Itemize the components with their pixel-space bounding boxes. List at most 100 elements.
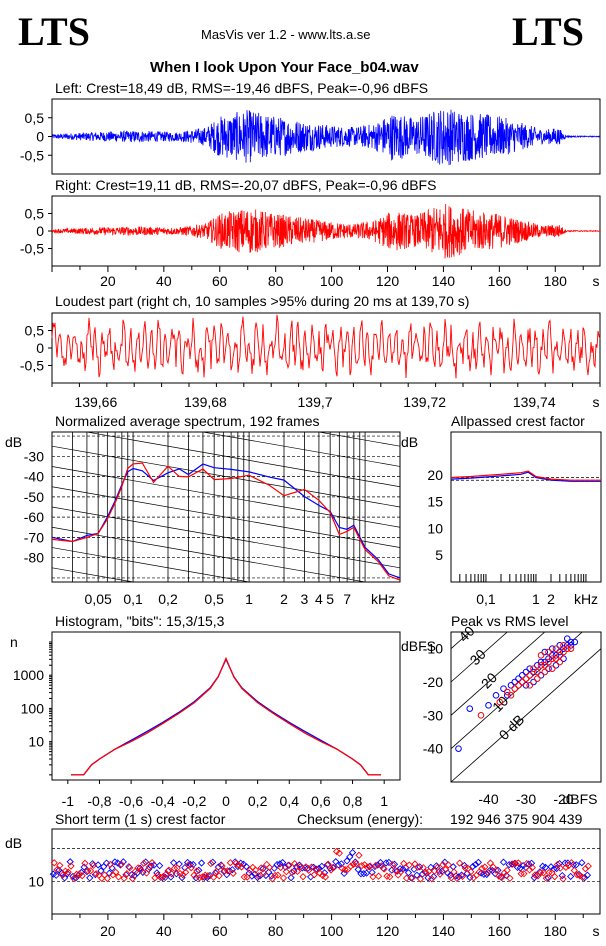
short-term-crest-xtick-label: 120 [376,923,400,939]
spectrum-ytick-label: -30 [24,448,44,464]
peak-vs-rms-frame [450,631,602,783]
loudest-part-xtick-label: 139,7 [298,394,333,410]
peak-vs-rms-ytick-label: -40 [423,741,443,757]
histogram-series-left [71,657,381,776]
waveform-right-ytick-label: 0 [36,223,44,239]
waveform-left-ytick-label: -0,5 [20,147,44,163]
spectrum-series-right [52,462,400,581]
short-term-crest-ytick-label: 10 [28,873,44,889]
peak-vs-rms-ytick-label: -30 [423,707,443,723]
file-name: When I look Upon Your Face_b04.wav [150,59,419,76]
spectrum-ytick-label: -50 [24,489,44,505]
logo-right: LTS [512,9,584,54]
peak-vs-rms-ylabel: dBFS [401,638,436,654]
short-term-crest-xtick-label: 180 [544,923,568,939]
histogram-ylabel: n [10,634,18,650]
waveform-xtick-label: 40 [156,273,172,289]
peak-vs-rms-xtick-label: -40 [478,791,498,807]
waveform-xtick-label: 60 [212,273,228,289]
crest-factor-ytick-label: 10 [427,520,443,536]
crest-factor-xtick-label: 1 [532,591,540,607]
waveform-right-ytick-label: -0,5 [20,241,44,257]
peak-vs-rms-series-right [477,642,575,719]
loudest-part-ytick-label: -0,5 [20,358,44,374]
loudest-part-xtick-label: 139,68 [184,394,227,410]
loudest-part-title: Loudest part (right ch, 10 samples >95% … [55,293,470,309]
short-term-crest-series-left [49,848,592,882]
histogram-xtick-label: 0,2 [248,793,268,809]
spectrum-xtick-label: 5 [326,591,334,607]
spectrum-xtick-label: 0,1 [123,591,143,607]
spectrum-xtick-label: 0,2 [158,591,178,607]
spectrum-ytick-label: -70 [24,529,44,545]
short-term-crest-series-right [50,847,592,883]
loudest-part-ytick-label: 0 [36,340,44,356]
spectrum-frame [51,431,401,583]
logo-left: LTS [18,9,90,54]
spectrum-ylabel: dB [5,434,22,450]
waveform-xtick-label: 160 [488,273,512,289]
crest-factor-frame [450,431,602,583]
app-title: MasVis ver 1.2 - www.lts.a.se [201,27,371,42]
spectrum-xtick-label: 0,05 [85,591,112,607]
waveform-right-series [51,204,601,259]
histogram-xtick-label: 1 [380,793,388,809]
crest-factor-title: Allpassed crest factor [451,413,585,429]
histogram-series-right [71,656,381,776]
histogram-xtick-label: -0,4 [151,793,175,809]
crest-factor-ylabel: dB [401,434,418,450]
peak-vs-rms-ytick-label: -20 [423,674,443,690]
short-term-crest-xtick-label: 160 [488,923,512,939]
spectrum-xtick-label: 4 [315,591,323,607]
short-term-crest-ylabel: dB [5,835,22,851]
waveform-xtick-label: 180 [544,273,568,289]
histogram-xtick-label: 0,8 [343,793,363,809]
loudest-part-series [51,314,601,379]
histogram-ytick-label: 100 [21,700,45,716]
peak-vs-rms-ytick-label: -10 [423,641,443,657]
spectrum-xtick-label: 3 [301,591,309,607]
spectrum-grid [52,432,400,582]
waveform-left-title: Left: Crest=18,49 dB, RMS=-19,46 dBFS, P… [55,80,429,96]
histogram-title: Histogram, "bits": 15,3/15,3 [55,613,225,629]
crest-factor-ytick-label: 5 [435,547,443,563]
peak-vs-rms-xtick-label: -20 [553,791,573,807]
waveform-right-ytick-label: 0,5 [25,206,45,222]
loudest-part-xtick-label: 139,66 [74,394,117,410]
waveform-xtick-label: 80 [268,273,284,289]
loudest-part-frame [51,312,601,384]
short-term-crest-xtick-label: 100 [320,923,344,939]
crest-factor-series-left [450,471,601,482]
histogram-ytick-label: 1000 [13,667,44,683]
waveform-xtick-label: 100 [320,273,344,289]
loudest-part-ytick-label: 0,5 [25,323,45,339]
checksum-label: Checksum (energy): [297,811,424,827]
crest-factor-ytick-label: 15 [427,494,443,510]
crest-factor-xtick-label: 0,1 [476,591,496,607]
waveform-xtick-label: 140 [432,273,456,289]
crest-factor-series-right [450,470,601,481]
spectrum-xtick-label: 7 [343,591,351,607]
histogram-xtick-label: -0,8 [87,793,111,809]
short-term-crest-xtick-label: 40 [156,923,172,939]
waveform-xtick-label: 120 [376,273,400,289]
waveform-right-title: Right: Crest=19,11 dB, RMS=-20,07 dBFS, … [55,177,437,193]
short-term-crest-xtick-label: 60 [212,923,228,939]
histogram-xtick-label: -1 [62,793,75,809]
short-term-crest-frame [51,828,601,915]
histogram-xtick-label: 0,4 [280,793,300,809]
spectrum-ytick-label: -40 [24,469,44,485]
peak-vs-rms-xtick-label: -30 [516,791,536,807]
short-term-crest-xtick-label: 20 [100,923,116,939]
short-term-crest-title: Short term (1 s) crest factor [55,811,226,827]
waveform-xtick-label: 20 [100,273,116,289]
loudest-part-xtick-label: 139,72 [403,394,446,410]
histogram-xtick-label: 0 [222,793,230,809]
spectrum-ytick-label: -80 [24,550,44,566]
spectrum-xtick-label: 0,5 [204,591,224,607]
crest-factor-xtick-label: 2 [547,591,555,607]
histogram-frame [51,631,401,781]
spectrum-xlabel: kHz [371,591,395,607]
peak-vs-rms-title: Peak vs RMS level [451,613,569,629]
